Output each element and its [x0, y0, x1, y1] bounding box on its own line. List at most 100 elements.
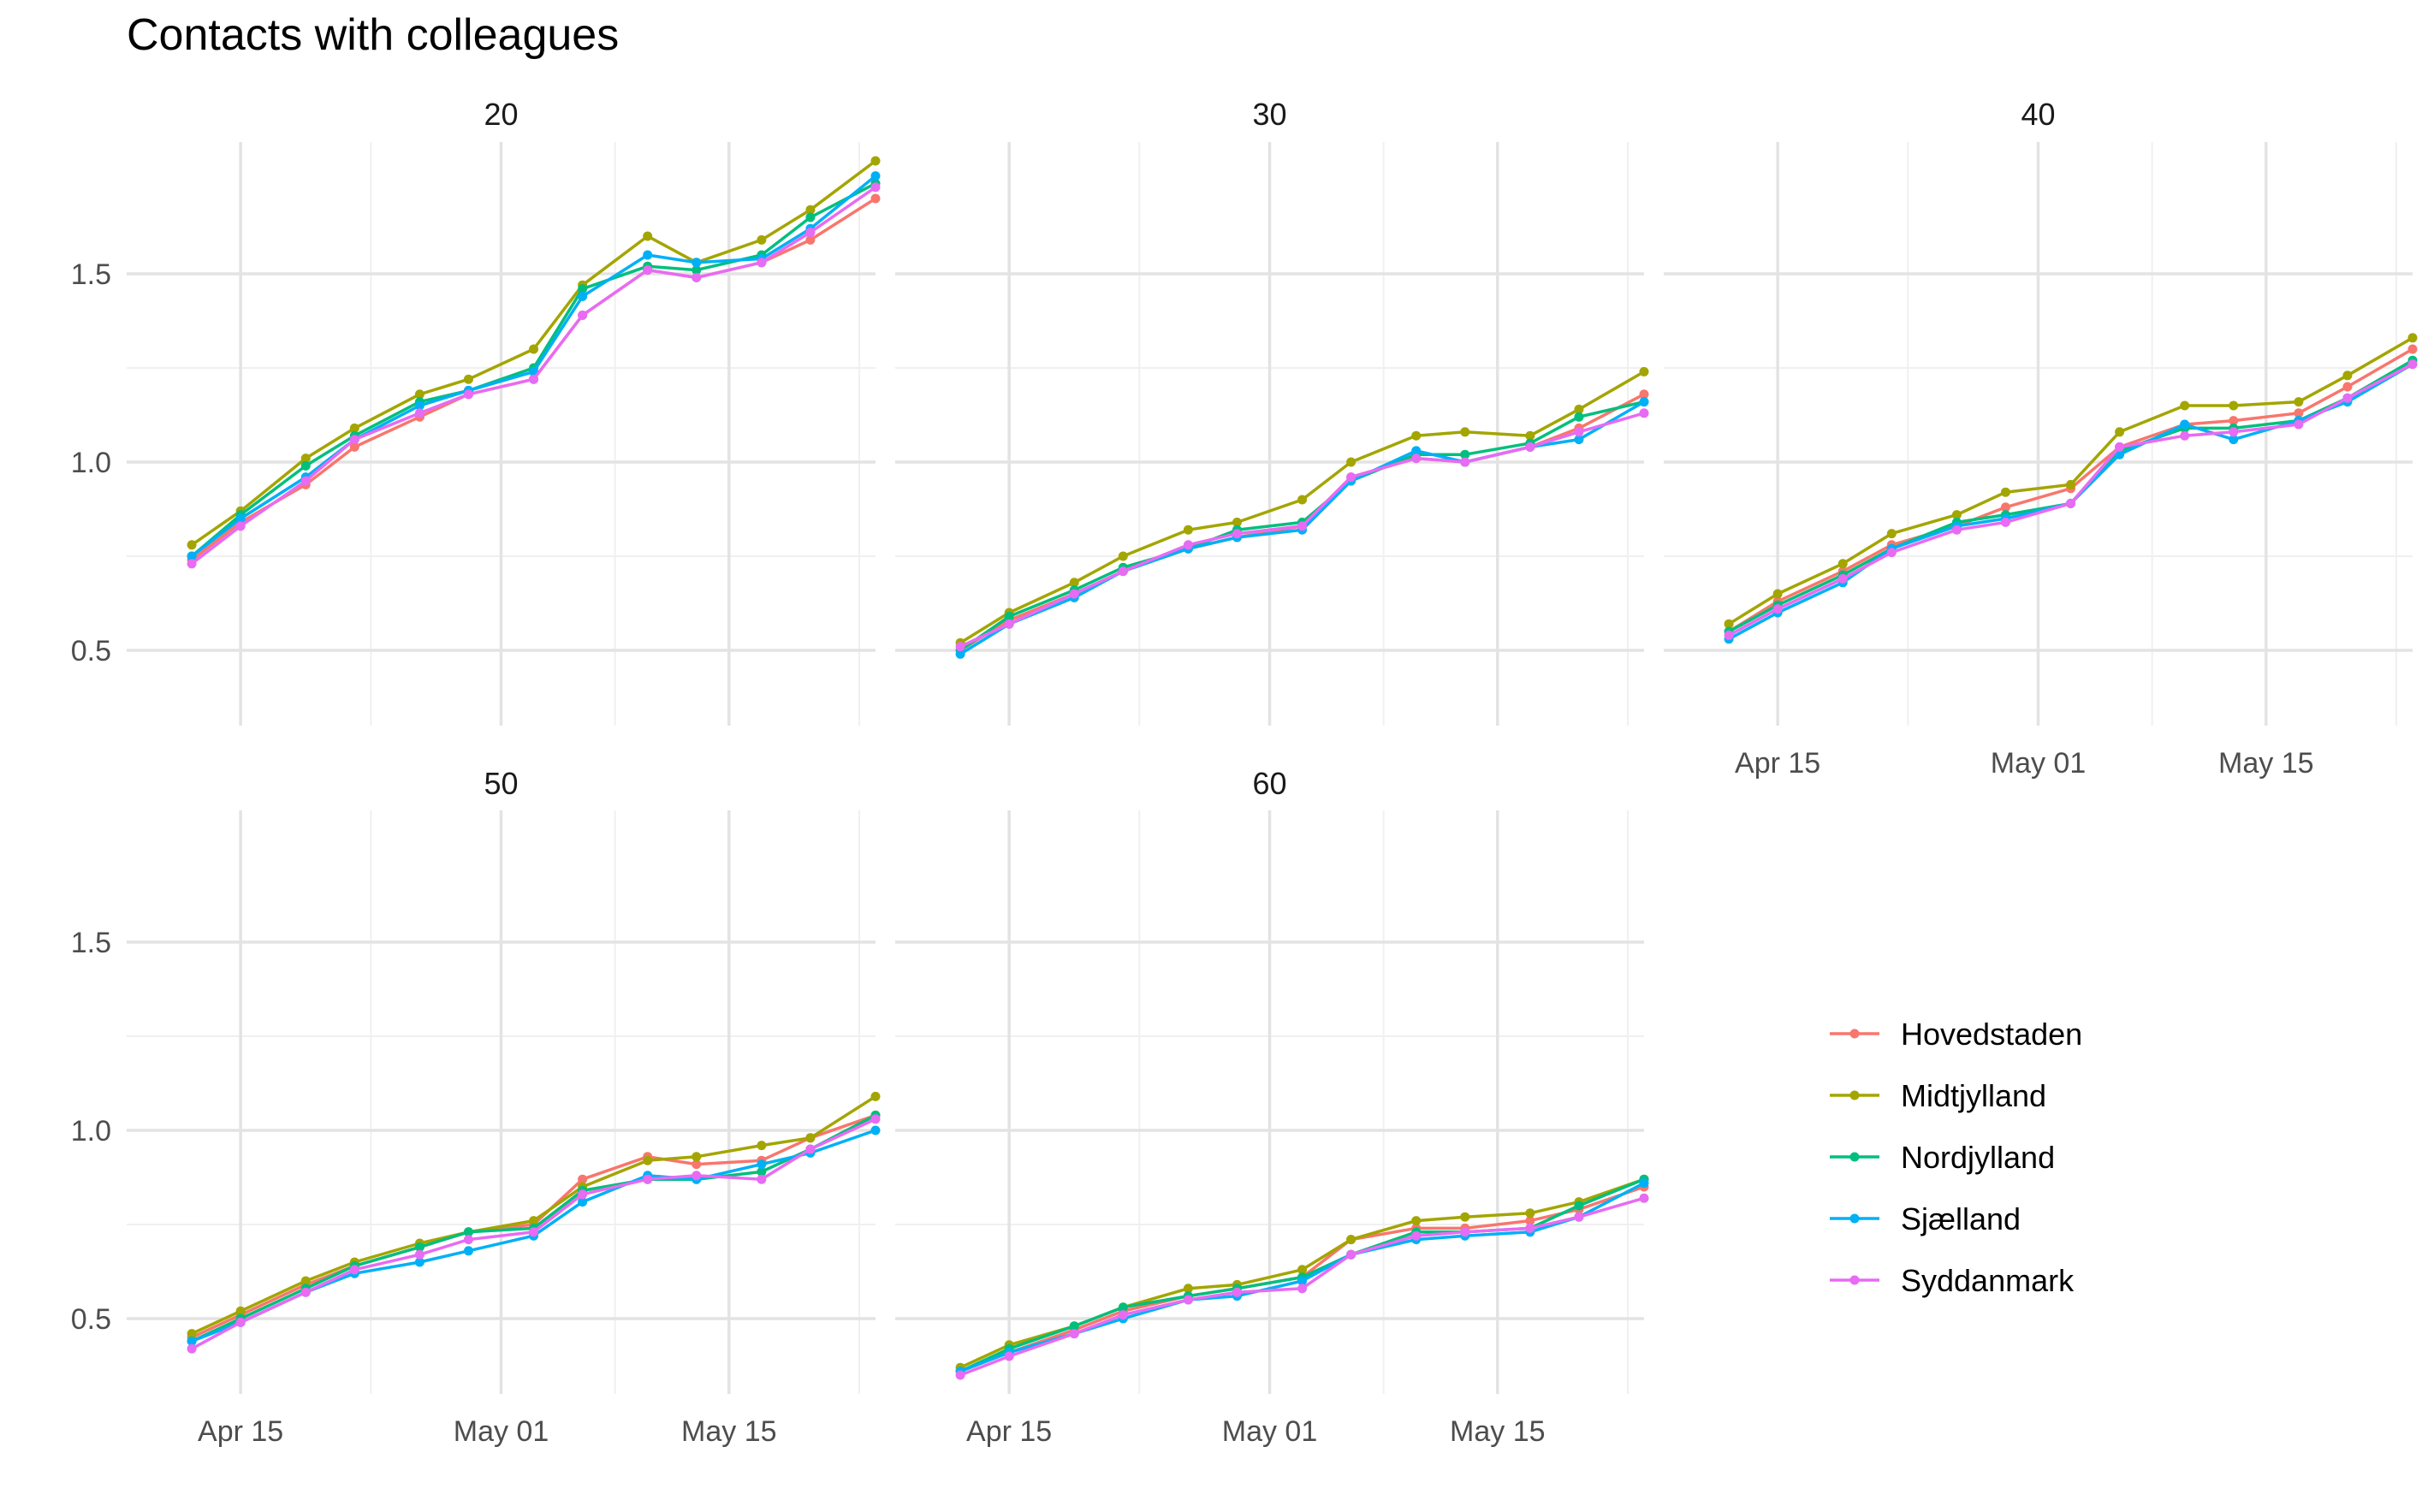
- data-point: [1183, 1284, 1193, 1294]
- data-point: [805, 1144, 816, 1154]
- data-point: [300, 460, 311, 471]
- data-point: [870, 171, 881, 181]
- data-point: [2229, 435, 2239, 445]
- facet-panel-50: 50 0.5 1.0 1.5 Apr 15 May 01 May 15: [71, 766, 881, 1448]
- data-point: [643, 1174, 653, 1184]
- y-tick-label: 1.0: [71, 447, 111, 479]
- legend-key-point: [1849, 1090, 1860, 1100]
- data-point: [578, 291, 588, 301]
- data-point: [1639, 366, 1649, 377]
- data-point: [2000, 487, 2010, 497]
- data-point: [349, 442, 359, 452]
- facet-strip-label: 50: [484, 766, 518, 801]
- facet-panel-20: 20 0.5 1.0 1.5: [71, 97, 881, 726]
- data-point: [1346, 1235, 1356, 1245]
- legend-item: Syddanmark: [1830, 1263, 2075, 1298]
- data-point: [1525, 430, 1535, 441]
- legend-key-point: [1849, 1029, 1860, 1039]
- data-point: [2180, 400, 2190, 411]
- facet-strip-label: 30: [1252, 97, 1286, 132]
- data-point: [1525, 1208, 1535, 1218]
- data-point: [2342, 393, 2353, 403]
- legend: Hovedstaden Midtjylland Nordjylland Sjællan…: [1830, 1017, 2082, 1298]
- data-point: [1411, 446, 1422, 456]
- data-point: [805, 212, 816, 222]
- legend-item: Hovedstaden: [1830, 1017, 2082, 1052]
- data-point: [2180, 419, 2190, 430]
- data-point: [1724, 630, 1734, 640]
- data-point: [187, 1329, 197, 1339]
- data-point: [414, 400, 424, 411]
- data-point: [757, 1159, 767, 1170]
- data-point: [187, 540, 197, 550]
- legend-label: Syddanmark: [1901, 1263, 2075, 1298]
- data-point: [1346, 472, 1356, 483]
- data-point: [1837, 559, 1848, 569]
- x-tick-label: May 01: [1222, 1415, 1318, 1448]
- data-point: [1460, 449, 1470, 460]
- legend-item: Nordjylland: [1830, 1140, 2055, 1175]
- data-point: [2066, 498, 2076, 508]
- data-point: [1069, 589, 1079, 599]
- data-point: [235, 1306, 246, 1316]
- data-point: [414, 389, 424, 400]
- data-point: [1232, 529, 1242, 539]
- data-point: [643, 250, 653, 260]
- data-point: [235, 521, 246, 531]
- data-point: [187, 559, 197, 569]
- data-point: [235, 1317, 246, 1327]
- data-point: [1183, 540, 1193, 550]
- data-point: [643, 231, 653, 241]
- data-point: [1118, 566, 1128, 577]
- x-tick-label: Apr 15: [966, 1415, 1052, 1448]
- data-point: [2229, 427, 2239, 437]
- y-tick-label: 0.5: [71, 1303, 111, 1336]
- data-point: [1118, 1302, 1128, 1313]
- y-tick-label: 1.0: [71, 1115, 111, 1147]
- legend-key-point: [1849, 1213, 1860, 1224]
- data-point: [757, 1174, 767, 1184]
- legend-label: Sjælland: [1901, 1201, 2021, 1236]
- data-point: [578, 1197, 588, 1207]
- data-point: [1639, 1193, 1649, 1203]
- data-point: [1574, 427, 1584, 437]
- facet-strip-label: 20: [484, 97, 518, 132]
- data-point: [2066, 479, 2076, 489]
- data-point: [870, 1091, 881, 1101]
- data-point: [692, 1159, 702, 1170]
- data-point: [1460, 457, 1470, 467]
- data-point: [805, 228, 816, 238]
- facet-panel-60: 60 Apr 15 May 01 May 15: [895, 766, 1649, 1448]
- data-point: [692, 258, 702, 268]
- data-point: [1004, 1351, 1014, 1361]
- data-point: [955, 642, 965, 652]
- data-point: [2180, 430, 2190, 441]
- data-point: [2342, 371, 2353, 381]
- x-tick-label: Apr 15: [1735, 747, 1820, 780]
- data-point: [1069, 578, 1079, 588]
- x-tick-label: May 01: [454, 1415, 549, 1448]
- data-point: [805, 1133, 816, 1143]
- data-point: [2294, 419, 2304, 430]
- data-point: [414, 1257, 424, 1267]
- facet-panel-40: 40 Apr 15 May 01 May 15: [1664, 97, 2418, 780]
- data-point: [1951, 510, 1962, 520]
- data-point: [870, 1114, 881, 1124]
- x-tick-label: May 01: [1991, 747, 2087, 780]
- data-point: [870, 182, 881, 193]
- legend-key-point: [1849, 1275, 1860, 1285]
- data-point: [1232, 517, 1242, 527]
- data-point: [1411, 430, 1422, 441]
- data-point: [578, 310, 588, 320]
- data-point: [1460, 1227, 1470, 1237]
- data-point: [2294, 408, 2304, 418]
- data-point: [1574, 435, 1584, 445]
- data-point: [300, 1287, 311, 1297]
- data-point: [1724, 619, 1734, 629]
- data-point: [2407, 344, 2418, 354]
- data-point: [1886, 548, 1897, 558]
- data-point: [1639, 389, 1649, 400]
- legend-label: Hovedstaden: [1901, 1017, 2082, 1052]
